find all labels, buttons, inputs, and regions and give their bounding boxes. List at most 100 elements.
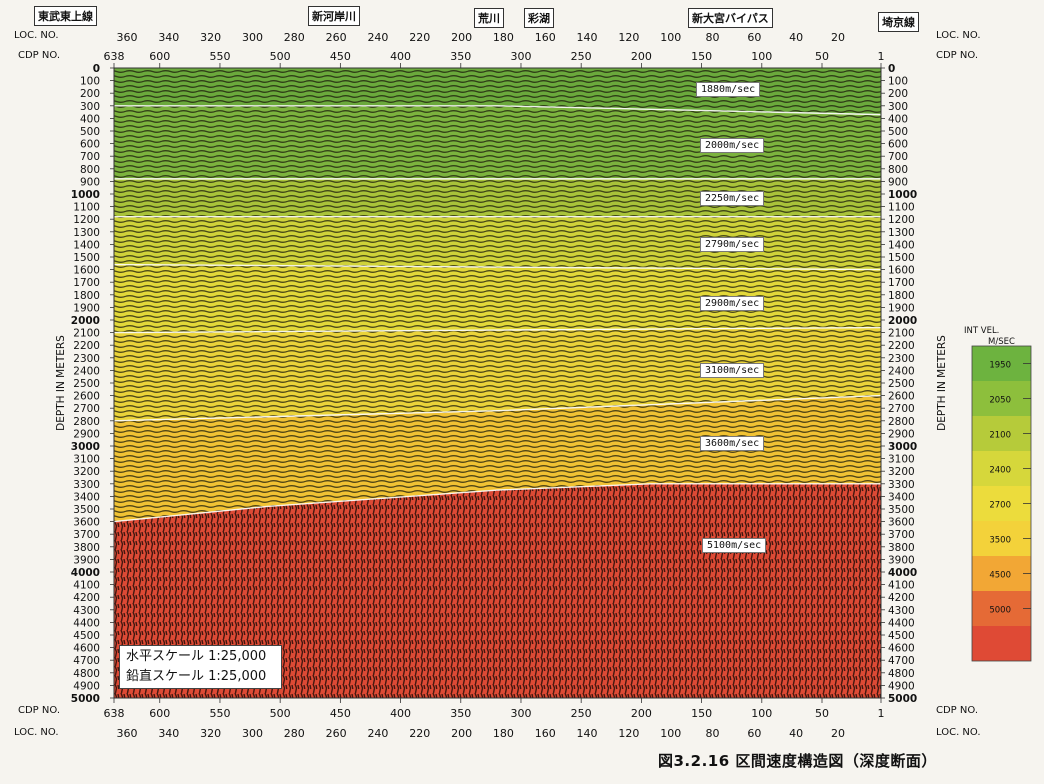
loc-tick-bottom: 140 — [577, 727, 598, 740]
loc-tick-top: 40 — [789, 31, 803, 44]
depth-tick-left: 500 — [80, 126, 100, 138]
cdp-tick-top: 250 — [571, 50, 592, 63]
loc-tick-top: 260 — [326, 31, 347, 44]
layer-boundary-4 — [113, 263, 882, 271]
depth-tick-left: 2000 — [71, 315, 100, 327]
loc-tick-bottom: 180 — [493, 727, 514, 740]
depth-tick-right: 4400 — [888, 617, 915, 629]
layer-boundaries — [113, 105, 882, 523]
velocity-label-layer-7: 3600m/sec — [700, 436, 765, 451]
cdp-tick-bottom: 1 — [878, 707, 885, 720]
depth-tick-right: 4100 — [888, 580, 915, 592]
place-label-arakawa: 荒川 — [474, 8, 504, 28]
velocity-label-layer-1: 1880m/sec — [696, 82, 761, 97]
velocity-label-layer-5: 2900m/sec — [700, 296, 765, 311]
loc-tick-bottom: 20 — [831, 727, 845, 740]
cdp-tick-bottom: 600 — [149, 707, 170, 720]
depth-tick-right: 2700 — [888, 403, 915, 415]
velocity-label-layer-6: 3100m/sec — [700, 363, 765, 378]
depth-tick-right: 3400 — [888, 491, 915, 503]
cdp-tick-top: 400 — [390, 50, 411, 63]
loc-tick-bottom: 120 — [618, 727, 639, 740]
cdp-tick-top: 150 — [691, 50, 712, 63]
legend-value: 2400 — [989, 466, 1011, 476]
loc-tick-top: 80 — [706, 31, 720, 44]
seismic-texture-layer-5 — [114, 264, 881, 333]
legend-swatch — [972, 381, 1031, 416]
loc-tick-top: 360 — [117, 31, 138, 44]
legend-swatch — [972, 626, 1031, 661]
layer-boundary-1 — [114, 105, 882, 116]
cdp-tick-top: 500 — [270, 50, 291, 63]
depth-tick-left: 1500 — [73, 252, 100, 264]
loc-tick-top: 20 — [831, 31, 845, 44]
depth-tick-left: 2400 — [73, 365, 100, 377]
depth-tick-right: 4800 — [888, 668, 915, 680]
vertical-scale: 鉛直スケール 1:25,000 — [126, 669, 267, 684]
velocity-label-layer-3: 2250m/sec — [700, 191, 765, 206]
legend-value: 4500 — [989, 571, 1011, 581]
loc-tick-bottom: 360 — [117, 727, 138, 740]
depth-tick-left: 3300 — [73, 479, 100, 491]
legend-value: 1950 — [989, 361, 1011, 371]
depth-tick-right: 2900 — [888, 428, 915, 440]
legend-value: 2050 — [989, 396, 1011, 406]
depth-tick-left: 4200 — [73, 592, 100, 604]
legend-swatch — [972, 416, 1031, 451]
legend-swatch — [972, 556, 1031, 591]
depth-tick-left: 900 — [80, 176, 100, 188]
depth-tick-left: 3100 — [73, 454, 100, 466]
loc-tick-top: 220 — [409, 31, 430, 44]
loc-tick-bottom: 80 — [706, 727, 720, 740]
depth-tick-right: 1800 — [888, 290, 915, 302]
depth-tick-right: 200 — [888, 88, 908, 100]
depth-tick-left: 4400 — [73, 617, 100, 629]
depth-tick-left: 700 — [80, 151, 100, 163]
depth-tick-left: 0 — [93, 63, 100, 75]
place-label-shingashi-river: 新河岸川 — [308, 6, 360, 26]
depth-tick-right: 4300 — [888, 605, 915, 617]
legend-swatch — [972, 451, 1031, 486]
loc-tick-top: 100 — [660, 31, 681, 44]
cdp-tick-bottom: 150 — [691, 707, 712, 720]
cdp-tick-top: 638 — [104, 50, 125, 63]
cdp-tick-top: 350 — [450, 50, 471, 63]
depth-tick-left: 3200 — [73, 466, 100, 478]
depth-tick-left: 1300 — [73, 227, 100, 239]
cdp-tick-top: 300 — [510, 50, 531, 63]
loc-no-label-bottom-right: LOC. NO. — [936, 727, 981, 738]
depth-tick-left: 4700 — [73, 655, 100, 667]
loc-tick-top: 160 — [535, 31, 556, 44]
legend-value: 2100 — [989, 431, 1011, 441]
depth-tick-right: 1100 — [888, 202, 915, 214]
cdp-tick-bottom: 638 — [104, 707, 125, 720]
loc-tick-bottom: 300 — [242, 727, 263, 740]
depth-tick-right: 100 — [888, 76, 908, 88]
legend-swatch — [972, 486, 1031, 521]
depth-tick-left: 3800 — [73, 542, 100, 554]
velocity-label-layer-8: 5100m/sec — [702, 538, 767, 553]
depth-tick-right: 4700 — [888, 655, 915, 667]
depth-tick-left: 4300 — [73, 605, 100, 617]
layer-boundary-7 — [113, 483, 881, 523]
depth-tick-left: 1000 — [71, 189, 100, 201]
depth-tick-right: 1700 — [888, 277, 915, 289]
depth-tick-right: 3800 — [888, 542, 915, 554]
loc-tick-bottom: 260 — [326, 727, 347, 740]
depth-tick-left: 3700 — [73, 529, 100, 541]
place-label-shin-omiya-bypass: 新大宮バイパス — [688, 8, 773, 28]
depth-tick-right: 1500 — [888, 252, 915, 264]
depth-tick-right: 700 — [888, 151, 908, 163]
depth-tick-left: 2300 — [73, 353, 100, 365]
legend-title-line-1: INT VEL. — [964, 326, 999, 336]
depth-tick-right: 2800 — [888, 416, 915, 428]
depth-tick-left: 2800 — [73, 416, 100, 428]
depth-tick-left: 2200 — [73, 340, 100, 352]
loc-tick-top: 340 — [158, 31, 179, 44]
depth-tick-left: 1100 — [73, 202, 100, 214]
depth-tick-right: 2300 — [888, 353, 915, 365]
depth-tick-left: 2700 — [73, 403, 100, 415]
depth-tick-left: 4900 — [73, 680, 100, 692]
depth-tick-right: 3600 — [888, 517, 915, 529]
